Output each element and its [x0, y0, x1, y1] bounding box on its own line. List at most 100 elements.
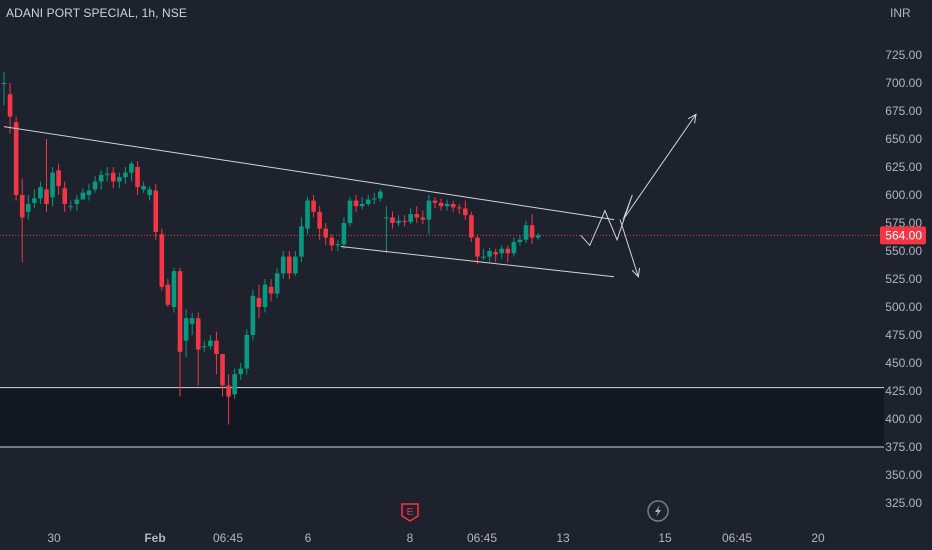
- candle: [523, 220, 529, 244]
- candle-body: [92, 181, 98, 190]
- candle-body: [159, 234, 165, 287]
- candle: [189, 312, 195, 335]
- y-tick-label: 500.00: [885, 300, 922, 314]
- candle-body: [365, 199, 371, 204]
- candle-body: [244, 335, 250, 369]
- candle: [390, 211, 395, 229]
- candle-body: [469, 215, 474, 238]
- candle-body: [153, 190, 159, 232]
- candle: [202, 340, 207, 352]
- candle: [68, 200, 74, 211]
- last-price-badge-bg: [880, 226, 926, 245]
- candle-body: [274, 273, 280, 294]
- last-price-badge: 564.00: [880, 226, 926, 245]
- candle: [250, 290, 256, 341]
- candle-body: [189, 318, 195, 324]
- candle-body: [129, 163, 134, 173]
- candle: [402, 215, 407, 227]
- candle-body: [38, 187, 43, 199]
- upper-trendline[interactable]: [3, 126, 615, 221]
- candle-body: [268, 286, 274, 294]
- candle-body: [226, 385, 231, 397]
- candle: [317, 206, 322, 240]
- candle: [432, 197, 438, 209]
- candle-body: [56, 170, 61, 187]
- candle: [238, 363, 244, 380]
- candle: [13, 116, 19, 201]
- candle-body: [311, 200, 316, 212]
- candle-body: [359, 203, 365, 207]
- candle-body: [317, 211, 322, 229]
- candle: [110, 167, 116, 189]
- candle: [384, 206, 389, 254]
- event-icons[interactable]: E: [401, 500, 669, 522]
- earnings-icon[interactable]: E: [401, 503, 419, 522]
- candle: [481, 248, 486, 260]
- candle-body: [165, 284, 171, 305]
- candle-body: [238, 368, 244, 375]
- lightning-icon[interactable]: [647, 500, 669, 522]
- candle: [141, 181, 146, 193]
- candle: [438, 198, 444, 211]
- chart-title: ADANI PORT SPECIAL, 1h, NSE: [6, 6, 187, 20]
- candle-body: [280, 256, 286, 274]
- candle-body: [80, 192, 86, 200]
- support-zone: [0, 387, 884, 448]
- candle-body: [117, 177, 122, 182]
- candle: [505, 245, 511, 263]
- candle: [414, 206, 420, 223]
- candle-body: [438, 202, 444, 207]
- candle-body: [123, 172, 128, 178]
- candle: [165, 279, 171, 307]
- y-tick-label: 650.00: [885, 132, 922, 146]
- candle-body: [505, 248, 511, 254]
- candle-body: [214, 340, 219, 355]
- candle: [262, 279, 268, 313]
- zone-fill: [0, 387, 884, 447]
- candle-body: [475, 237, 480, 257]
- candle: [311, 195, 316, 218]
- candle: [517, 235, 523, 246]
- candle-body: [183, 318, 189, 341]
- candle: [335, 239, 341, 251]
- candle: [487, 247, 492, 263]
- candle: [286, 251, 292, 279]
- candle: [220, 354, 225, 397]
- candle-body: [335, 244, 341, 246]
- candle: [56, 163, 61, 195]
- candle: [396, 215, 401, 227]
- candle: [535, 233, 541, 240]
- candle-body: [414, 214, 420, 218]
- candle-body: [371, 198, 377, 200]
- candle-body: [408, 214, 413, 222]
- candle: [74, 195, 80, 211]
- candle: [353, 195, 359, 212]
- projection-path[interactable]: [580, 114, 697, 247]
- time-axis[interactable]: 30 Feb 06:45 6 8 06:45 13 15 06:45 20: [47, 531, 825, 545]
- candle-body: [499, 248, 505, 254]
- y-tick-label: 675.00: [885, 104, 922, 118]
- candle-body: [493, 252, 498, 255]
- candle-body: [202, 346, 207, 348]
- price-axis[interactable]: 725.00700.00675.00650.00625.00600.00575.…: [880, 0, 932, 550]
- candle: [244, 329, 250, 375]
- down-projection[interactable]: [619, 219, 639, 277]
- candle: [7, 83, 13, 134]
- candle-body: [44, 189, 49, 204]
- candle-body: [232, 374, 237, 395]
- drawings[interactable]: [3, 113, 697, 278]
- candle: [62, 181, 67, 212]
- candle-body: [396, 220, 401, 223]
- candle: [329, 234, 335, 251]
- lower-trendline[interactable]: [340, 246, 615, 278]
- candle: [511, 237, 517, 257]
- candle: [214, 331, 219, 375]
- candle-body: [32, 198, 37, 203]
- candle-body: [347, 200, 353, 223]
- candle: [98, 170, 104, 190]
- candle-body: [535, 235, 541, 238]
- candle: [50, 167, 55, 207]
- x-tick-label: 06:45: [722, 531, 752, 545]
- candle: [444, 199, 450, 211]
